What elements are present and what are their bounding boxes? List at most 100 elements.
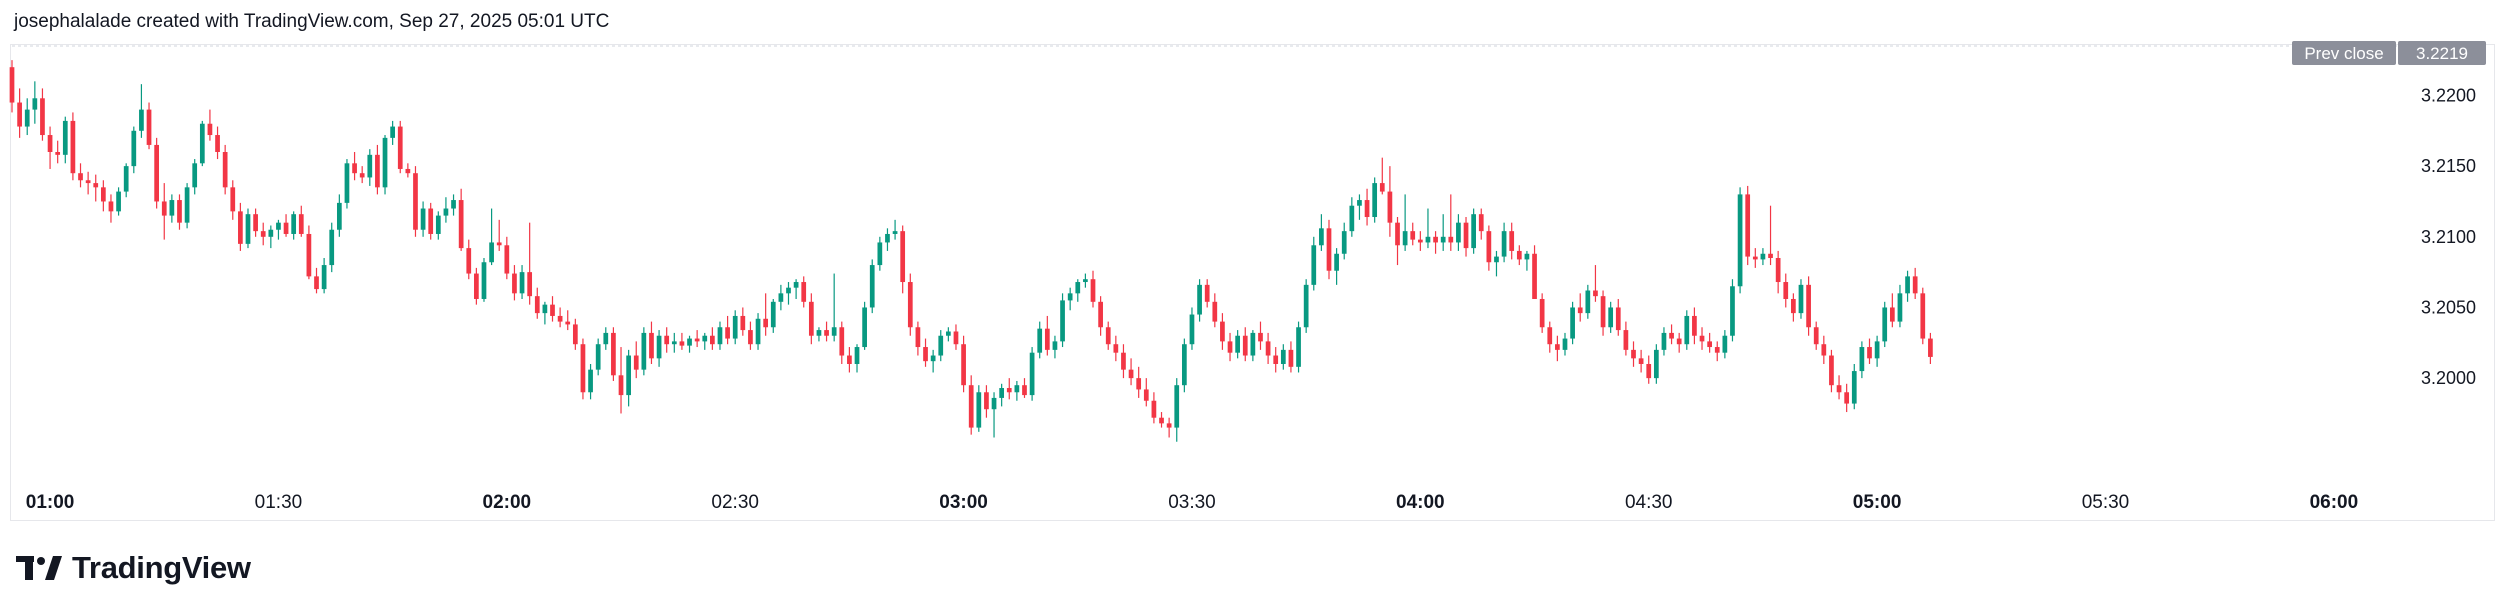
candle-body <box>222 152 228 188</box>
candle-body <box>1798 284 1804 314</box>
candle-body <box>565 321 571 325</box>
candle-body <box>626 355 631 396</box>
candle <box>428 202 434 240</box>
candle-body <box>329 229 335 266</box>
candle-body <box>1014 385 1020 393</box>
candle-body <box>344 163 350 203</box>
candle <box>253 208 258 237</box>
candle-body <box>1189 314 1195 345</box>
candle <box>1227 332 1233 362</box>
candle-body <box>1098 301 1103 328</box>
candlestick-chart[interactable]: 3.2000 3.2050 3.2100 3.2150 3.2200 01:00 01:3… <box>0 0 2511 540</box>
candle-body <box>1669 332 1674 339</box>
candle-body <box>1288 349 1294 367</box>
candle-body <box>1775 258 1781 283</box>
candle <box>17 88 22 138</box>
candle <box>1646 355 1652 384</box>
candle <box>1486 225 1492 271</box>
candle-body <box>1334 253 1339 271</box>
candle <box>245 208 251 249</box>
candle <box>1121 344 1126 379</box>
candle <box>824 321 829 342</box>
candle-body <box>260 231 266 237</box>
candle <box>352 152 357 181</box>
candle-body <box>1212 301 1218 322</box>
candle <box>725 315 730 345</box>
candle <box>139 84 144 138</box>
chart-frame <box>10 44 2495 521</box>
tradingview-logo-icon <box>16 556 62 580</box>
candle <box>192 159 198 195</box>
candle <box>47 126 53 169</box>
candle <box>1775 250 1781 294</box>
candle-body <box>1060 300 1065 342</box>
candle-body <box>1037 328 1043 353</box>
candle-body <box>1653 349 1659 379</box>
candle <box>679 332 685 350</box>
candle <box>770 298 776 333</box>
candle <box>1501 222 1507 263</box>
x-tick-label: 03:00 <box>939 492 988 513</box>
candle-body <box>1844 392 1850 404</box>
candle <box>1311 236 1317 291</box>
candle-body <box>1227 341 1233 353</box>
candle <box>1737 187 1743 294</box>
candle-body <box>474 273 479 299</box>
candle-body <box>1821 344 1827 356</box>
candle-body <box>1433 236 1438 243</box>
candle-body <box>1509 231 1515 251</box>
candle <box>238 202 243 251</box>
candle <box>161 183 167 240</box>
candle-body <box>710 335 715 345</box>
candle <box>1867 338 1872 364</box>
candle <box>1783 273 1789 308</box>
candle <box>938 330 944 362</box>
candle <box>572 318 578 350</box>
candle-body <box>1684 315 1690 345</box>
candle <box>260 222 266 246</box>
candle-body <box>1478 214 1484 232</box>
candle-body <box>1410 231 1416 240</box>
candle <box>1052 335 1058 359</box>
candle <box>1090 270 1096 308</box>
candle-body <box>443 208 449 216</box>
candle-body <box>367 154 373 178</box>
candle-body <box>1448 236 1454 243</box>
candle <box>1288 341 1294 373</box>
x-tick-label: 04:30 <box>1625 492 1673 513</box>
candle-body <box>1265 341 1271 356</box>
candle-body <box>550 304 555 316</box>
candle <box>70 112 76 181</box>
candle-body <box>1608 307 1614 328</box>
candle-body <box>839 327 845 356</box>
candle <box>1524 250 1530 271</box>
candle-body <box>40 98 45 136</box>
candle-body <box>1562 338 1568 350</box>
candle-body <box>1813 327 1819 345</box>
candle-body <box>542 304 548 314</box>
candle <box>1273 347 1279 373</box>
candle <box>1699 327 1705 350</box>
candle-body <box>1615 307 1621 331</box>
candle-body <box>32 98 38 110</box>
candle-body <box>1752 256 1758 260</box>
candle-body <box>397 126 403 169</box>
candle <box>1509 222 1515 260</box>
candle <box>1532 245 1537 299</box>
candle <box>946 327 951 342</box>
candle <box>1661 327 1667 356</box>
tradingview-logo[interactable]: TradingView <box>16 550 251 585</box>
candle <box>1379 157 1385 195</box>
candle <box>504 236 510 280</box>
candle <box>831 273 837 342</box>
candle-body <box>1577 307 1583 314</box>
candle-body <box>70 120 76 174</box>
candle-body <box>816 330 822 336</box>
candle <box>108 194 114 223</box>
time-axis: 01:00 01:30 02:00 02:30 03:00 03:30 04:00 04:30… <box>26 492 2358 513</box>
candle-body <box>519 272 525 294</box>
candle <box>1669 324 1674 345</box>
candle-body <box>489 242 494 263</box>
candle <box>1448 194 1454 251</box>
candle-body <box>1022 385 1027 396</box>
